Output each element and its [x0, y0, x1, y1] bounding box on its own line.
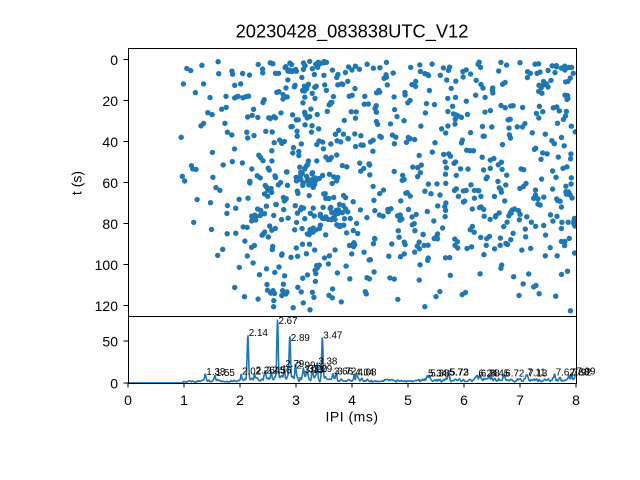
svg-text:IPI (ms): IPI (ms) [326, 409, 379, 425]
svg-text:7.62: 7.62 [556, 367, 575, 378]
svg-text:2.02: 2.02 [242, 367, 261, 378]
svg-text:6: 6 [460, 392, 468, 408]
svg-text:20230428_083838UTC_V12: 20230428_083838UTC_V12 [236, 21, 469, 43]
svg-text:2.67: 2.67 [279, 316, 298, 327]
svg-text:0: 0 [124, 392, 132, 408]
svg-text:2.79: 2.79 [285, 359, 304, 370]
svg-text:100: 100 [95, 257, 119, 273]
svg-text:3.47: 3.47 [323, 330, 342, 341]
svg-text:2.89: 2.89 [291, 333, 310, 344]
svg-text:5: 5 [404, 392, 412, 408]
svg-text:7.99: 7.99 [576, 367, 595, 378]
svg-text:50: 50 [102, 333, 118, 349]
svg-text:2.26: 2.26 [256, 366, 276, 377]
svg-text:7.88: 7.88 [570, 367, 590, 378]
svg-text:8: 8 [572, 392, 580, 408]
svg-text:7.92: 7.92 [573, 367, 592, 378]
svg-text:5.38: 5.38 [430, 368, 450, 379]
svg-text:3.13: 3.13 [304, 365, 324, 376]
svg-text:5.34: 5.34 [428, 368, 448, 379]
svg-text:3.20: 3.20 [308, 364, 328, 375]
svg-text:6.28: 6.28 [481, 368, 501, 379]
svg-text:7.11: 7.11 [527, 367, 545, 378]
svg-text:5.72: 5.72 [449, 367, 468, 378]
svg-text:5.73: 5.73 [450, 367, 470, 378]
svg-text:2.45: 2.45 [266, 366, 286, 377]
svg-text:2.14: 2.14 [249, 328, 269, 339]
svg-text:40: 40 [102, 134, 118, 150]
svg-text:6.24: 6.24 [478, 368, 498, 379]
svg-text:7: 7 [516, 392, 524, 408]
svg-text:0: 0 [110, 52, 118, 68]
svg-text:0: 0 [110, 376, 118, 392]
svg-text:4.04: 4.04 [355, 367, 375, 378]
svg-text:1.55: 1.55 [216, 368, 236, 379]
svg-text:1: 1 [180, 392, 188, 408]
svg-text:3.72: 3.72 [337, 367, 356, 378]
svg-text:6.72: 6.72 [505, 368, 524, 379]
svg-text:t (s): t (s) [69, 171, 85, 195]
svg-text:4: 4 [348, 392, 356, 408]
svg-text:6.45: 6.45 [490, 368, 510, 379]
svg-text:2.56: 2.56 [272, 365, 292, 376]
svg-text:3.66: 3.66 [334, 367, 354, 378]
svg-text:80: 80 [102, 216, 118, 232]
svg-text:20: 20 [102, 93, 118, 109]
svg-text:60: 60 [102, 175, 118, 191]
svg-text:7.13: 7.13 [528, 368, 548, 379]
svg-text:3.29: 3.29 [313, 364, 332, 375]
svg-text:3: 3 [292, 392, 300, 408]
svg-text:120: 120 [95, 298, 119, 314]
svg-text:2.99: 2.99 [296, 361, 315, 372]
svg-text:4.08: 4.08 [358, 367, 378, 378]
svg-text:3.38: 3.38 [318, 357, 338, 368]
svg-text:2: 2 [236, 392, 244, 408]
svg-text:1.38: 1.38 [206, 367, 226, 378]
